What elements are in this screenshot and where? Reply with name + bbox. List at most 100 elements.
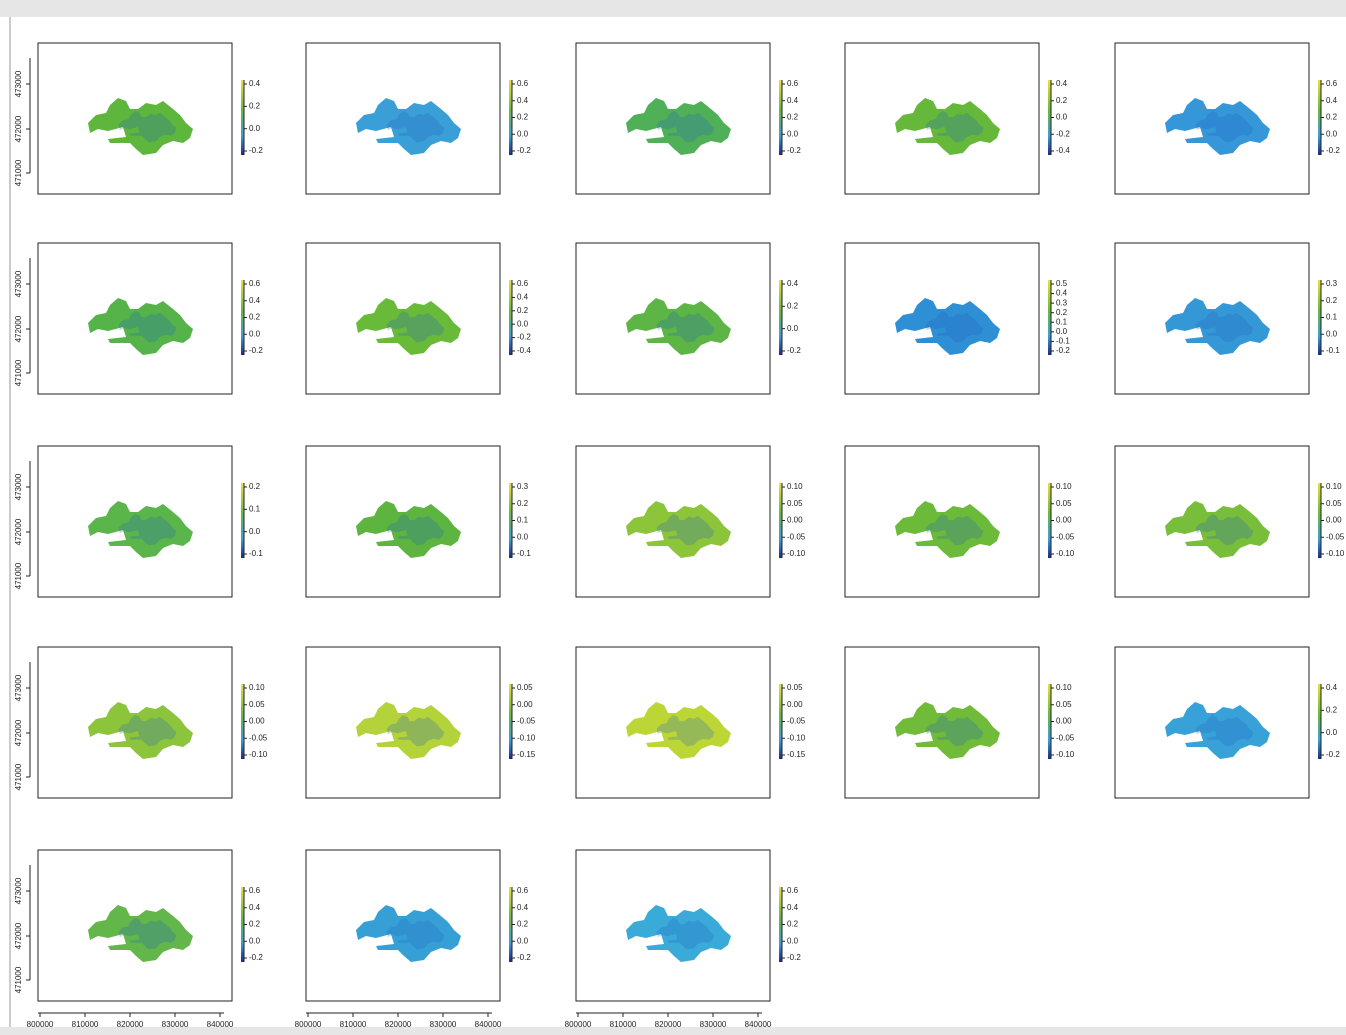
colorbar-label: 0.2 xyxy=(249,920,261,929)
colorbar-label: 0.1 xyxy=(1056,317,1068,326)
map-raster xyxy=(626,702,731,759)
colorbar xyxy=(241,483,244,558)
colorbar-label: 0.00 xyxy=(787,700,803,709)
colorbar-label: 0.4 xyxy=(787,903,799,912)
colorbar-label: 0.6 xyxy=(249,279,261,288)
colorbar-label: 0.6 xyxy=(1326,79,1338,88)
colorbar xyxy=(509,280,512,355)
map-raster-texture xyxy=(386,918,445,950)
y-axis-label: 471000 xyxy=(14,966,23,993)
colorbar-label: 0.2 xyxy=(249,101,261,110)
colorbar-label: -0.1 xyxy=(1056,337,1070,346)
map-raster xyxy=(895,298,1000,355)
colorbar-label: -0.2 xyxy=(787,146,801,155)
map-frame xyxy=(1114,445,1310,598)
colorbar xyxy=(509,80,512,155)
colorbar-label: -0.05 xyxy=(787,717,806,726)
colorbar xyxy=(241,280,244,355)
colorbar-label: 0.3 xyxy=(517,482,529,491)
colorbar-label: -0.05 xyxy=(1056,532,1075,541)
colorbar-label: 0.6 xyxy=(517,886,529,895)
colorbar xyxy=(1318,483,1321,558)
map-raster xyxy=(356,298,461,355)
colorbar-label: 0.1 xyxy=(1326,313,1338,322)
x-axis-label: 800000 xyxy=(27,1020,54,1029)
colorbar-label: 0.0 xyxy=(517,129,529,138)
map-raster xyxy=(626,98,731,155)
x-axis-label: 840000 xyxy=(475,1020,502,1029)
map-raster-texture xyxy=(386,715,445,747)
colorbar-label: -0.2 xyxy=(249,146,263,155)
y-axis-label: 472000 xyxy=(14,115,23,142)
map-raster xyxy=(626,298,731,355)
colorbar-label: 0.2 xyxy=(1056,96,1068,105)
y-axis-label: 471000 xyxy=(14,763,23,790)
colorbar xyxy=(1318,80,1321,155)
colorbar-label: 0.2 xyxy=(1326,705,1338,714)
map-raster-texture xyxy=(656,111,715,143)
colorbar-label: 0.6 xyxy=(787,886,799,895)
map-raster-texture xyxy=(925,311,984,343)
colorbar-label: 0.0 xyxy=(249,329,261,338)
colorbar-label: 0.2 xyxy=(249,482,261,491)
colorbar-label: 0.4 xyxy=(1326,683,1338,692)
colorbar-label: 0.05 xyxy=(1056,499,1072,508)
colorbar xyxy=(779,80,782,155)
colorbar-label: -0.2 xyxy=(517,333,531,342)
colorbar-label: 0.10 xyxy=(787,482,803,491)
colorbar-label: -0.05 xyxy=(249,733,268,742)
map-raster-texture xyxy=(118,715,177,747)
colorbar-label: 0.4 xyxy=(1326,96,1338,105)
y-axis-label: 472000 xyxy=(14,922,23,949)
colorbar-label: 0.6 xyxy=(517,79,529,88)
colorbar-label: 0.4 xyxy=(249,903,261,912)
colorbar-label: 0.0 xyxy=(517,936,529,945)
map-raster xyxy=(895,702,1000,759)
map-raster xyxy=(88,298,193,355)
map-raster xyxy=(356,905,461,962)
colorbar xyxy=(1048,483,1051,558)
colorbar-label: -0.10 xyxy=(787,733,806,742)
colorbar-label: 0.2 xyxy=(1056,308,1068,317)
colorbar-label: 0.05 xyxy=(517,683,533,692)
colorbar-label: -0.2 xyxy=(249,346,263,355)
colorbar-label: -0.15 xyxy=(787,750,806,759)
colorbar-label: 0.4 xyxy=(249,79,261,88)
map-raster-texture xyxy=(1195,311,1254,343)
colorbar xyxy=(509,887,512,962)
x-axis-label: 810000 xyxy=(72,1020,99,1029)
y-axis-label: 472000 xyxy=(14,315,23,342)
colorbar-label: 0.4 xyxy=(249,296,261,305)
map-raster-texture xyxy=(925,514,984,546)
map-raster-texture xyxy=(118,111,177,143)
map-raster-texture xyxy=(925,111,984,143)
toolbar-strip xyxy=(0,0,1346,17)
colorbar-label: -0.10 xyxy=(787,549,806,558)
map-raster xyxy=(1165,98,1270,155)
map-raster-texture xyxy=(118,918,177,950)
colorbar-label: 0.4 xyxy=(517,293,529,302)
colorbar-label: 0.1 xyxy=(249,504,261,513)
y-axis-label: 473000 xyxy=(14,674,23,701)
colorbar-label: 0.0 xyxy=(787,324,799,333)
colorbar-label: -0.2 xyxy=(249,953,263,962)
colorbar-label: 0.0 xyxy=(249,527,261,536)
colorbar-label: 0.4 xyxy=(787,96,799,105)
colorbar xyxy=(1048,684,1051,759)
map-raster xyxy=(356,702,461,759)
colorbar-label: 0.0 xyxy=(1056,327,1068,336)
colorbar-label: -0.10 xyxy=(517,733,536,742)
map-raster-texture xyxy=(1195,715,1254,747)
colorbar xyxy=(241,684,244,759)
map-raster-texture xyxy=(656,514,715,546)
colorbar-label: 0.2 xyxy=(787,301,799,310)
colorbar xyxy=(779,483,782,558)
colorbar-label: -0.2 xyxy=(1326,146,1340,155)
x-axis-label: 820000 xyxy=(385,1020,412,1029)
colorbar-label: -0.15 xyxy=(517,750,536,759)
map-raster-texture xyxy=(656,918,715,950)
colorbar-label: -0.10 xyxy=(1056,750,1075,759)
colorbar-label: 0.6 xyxy=(787,79,799,88)
colorbar-label: 0.0 xyxy=(1326,728,1338,737)
